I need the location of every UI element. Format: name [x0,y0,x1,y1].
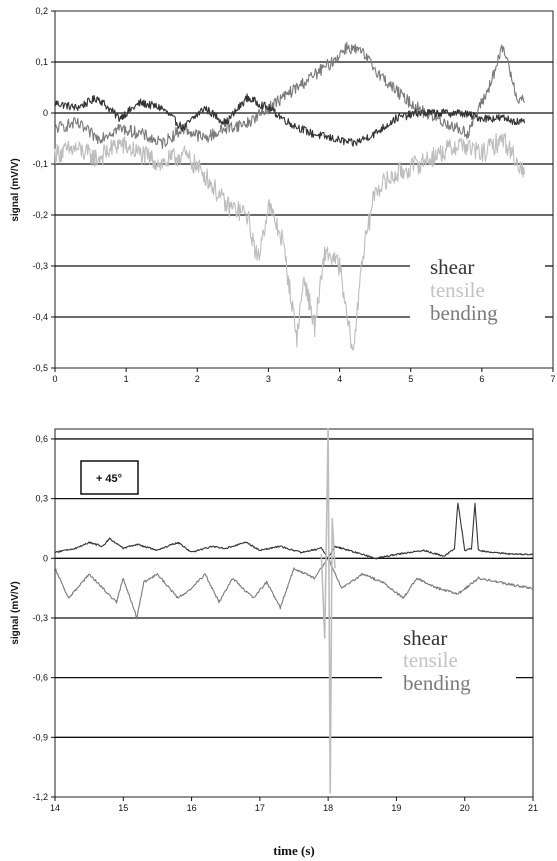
gridlines-bottom [55,438,533,738]
x-tick-label: 3 [266,374,271,384]
y-tick-label: -1,2 [32,792,48,802]
series-top [54,41,526,351]
series-line-tensile [54,132,526,351]
series-line-bending [54,557,534,620]
x-tick-label: 14 [50,803,60,813]
legend-top: shear tensile bending [410,252,542,330]
y-axis-label-top: signal (mV/V) [10,158,21,221]
x-tick-label: 7 [550,374,555,384]
y-tick-label: -0,1 [32,159,48,169]
y-tick-label: -0,9 [32,732,48,742]
y-tick-label: 0 [43,108,48,118]
y-tick-label: -0,4 [32,312,48,322]
x-axis-label-bottom: time (s) [273,843,315,858]
chart-top: 0 1 2 3 4 5 6 7 0,2 0,1 0 -0,1 -0,2 -0,3 -0,4 -0,5 sign… [10,6,556,384]
y-tick-label: 0,3 [35,494,48,504]
x-tick-label: 20 [460,803,470,813]
legend-bg-bottom [382,622,514,700]
y-tick-label: -0,2 [32,210,48,220]
x-tick-label: 5 [408,374,413,384]
legend-item-bending: bending [403,671,471,695]
legend-bottom: shear tensile bending [382,622,514,700]
series-line-shear [54,93,526,147]
x-tick-label: 15 [118,803,128,813]
x-tick-label: 21 [528,803,538,813]
series-line-shear [54,502,534,560]
y-tick-label: -0,6 [32,673,48,683]
x-tick-label: 1 [124,374,129,384]
legend-item-tensile: tensile [430,278,485,302]
y-tick-label: -0,5 [32,363,48,373]
x-tick-label: 18 [323,803,333,813]
series-bottom [54,428,534,794]
y-tick-label: -0,3 [32,613,48,623]
y-tick-label: 0,6 [35,434,48,444]
legend-item-bending: bending [430,301,498,325]
x-tick-label: 0 [52,374,57,384]
x-tick-label: 4 [337,374,342,384]
legend-bg-top [410,252,542,330]
y-tick-label: 0,2 [35,6,48,16]
annotation-box [80,460,139,495]
y-tick-label: 0 [43,553,48,563]
ticks-top: 0 1 2 3 4 5 6 7 0,2 0,1 0 -0,1 -0,2 -0,3 -0,4 -0,5 [32,6,555,384]
annotation-angle: + 45° [96,473,122,485]
ticks-bottom: 14 15 16 17 18 19 20 21 0,6 0,3 0 -0,3 -0,6 -0,9 -1,2 [32,434,538,813]
y-axis-label-bottom: signal (mV/V) [10,581,21,644]
legend-item-shear: shear [403,626,447,650]
x-tick-label: 17 [255,803,265,813]
x-tick-label: 2 [195,374,200,384]
legend-item-shear: shear [430,255,474,279]
chart-bottom: 14 15 16 17 18 19 20 210,60,30-0,3-0,6-0,9-1,2 … [10,428,538,858]
series-line-bending [54,41,526,150]
y-tick-label: 0,1 [35,57,48,67]
x-tick-label: 19 [391,803,401,813]
y-tick-label: -0,3 [32,261,48,271]
x-tick-label: 16 [187,803,197,813]
series-line-tensile [320,428,336,794]
legend-item-tensile: tensile [403,648,458,672]
x-tick-label: 6 [479,374,484,384]
